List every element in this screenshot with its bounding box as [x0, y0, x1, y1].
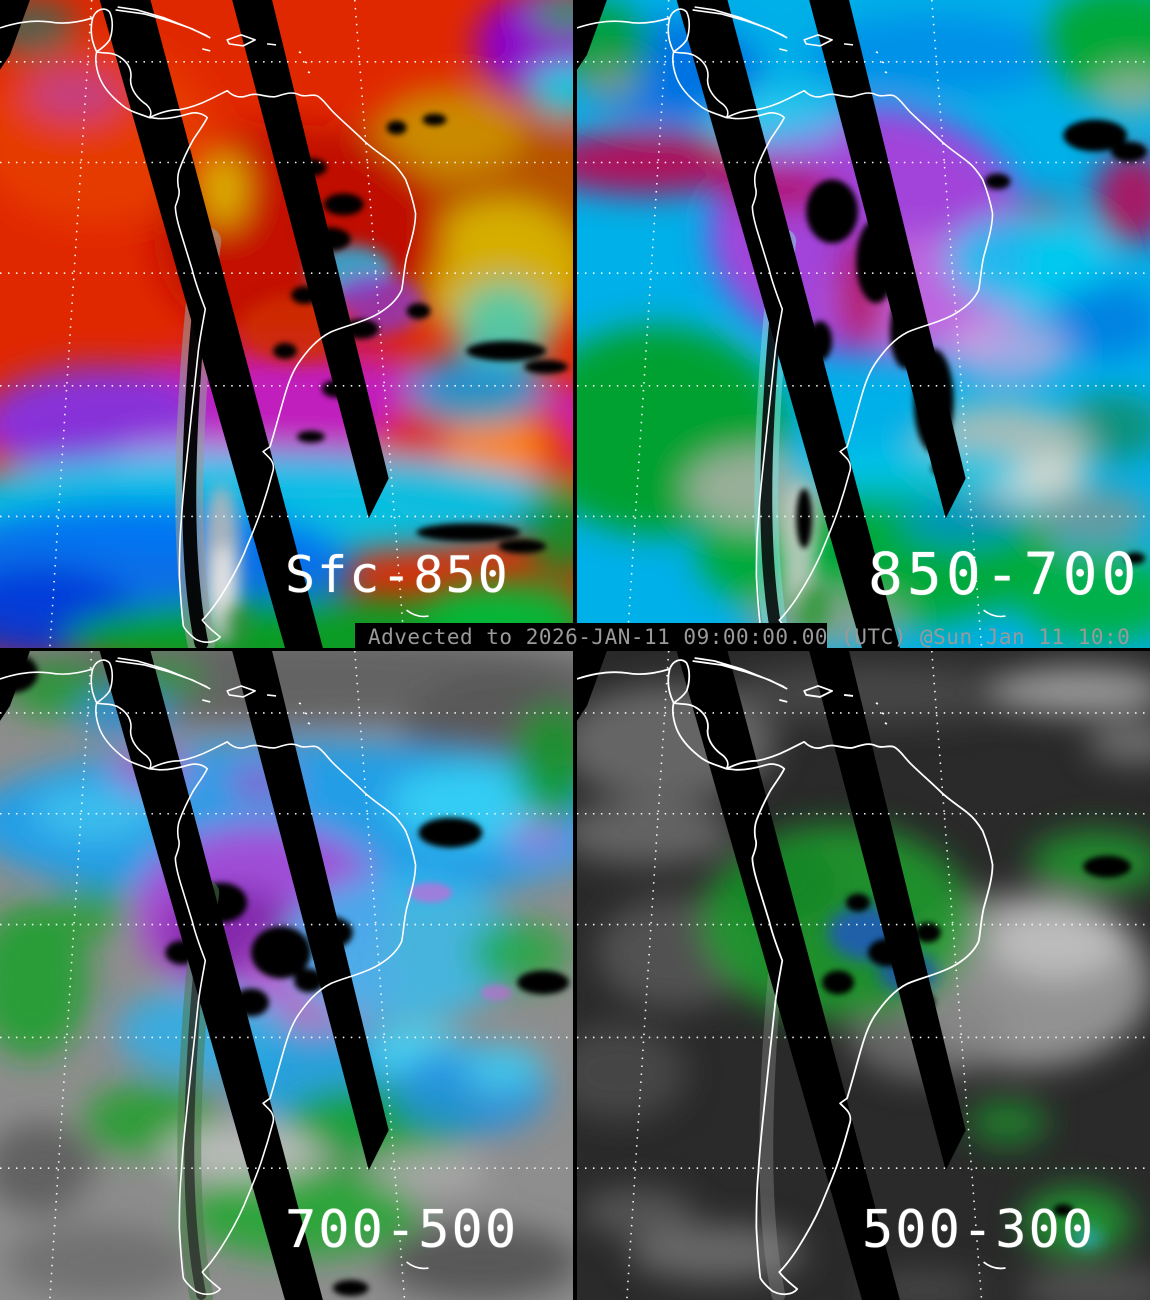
panel-500-300: 500-300	[577, 651, 1150, 1300]
moisture-field-700-500	[0, 651, 573, 1300]
timestamp-bar	[355, 623, 827, 650]
panel-700-500: 700-500	[0, 651, 573, 1300]
moisture-field-500-300	[577, 651, 1150, 1300]
panel-sfc-850: Sfc-850	[0, 0, 573, 648]
timestamp-caption: Advected to 2026-JAN-11 09:00:00.00 (UTC…	[368, 625, 1131, 649]
moisture-field-850-700	[577, 0, 1150, 648]
layer-label-850-700: 850-700	[868, 540, 1141, 608]
layer-label-sfc-850: Sfc-850	[285, 546, 510, 604]
panel-850-700: 850-700	[577, 0, 1150, 648]
layer-label-500-300: 500-300	[862, 1200, 1096, 1260]
layer-label-700-500: 700-500	[285, 1200, 519, 1260]
